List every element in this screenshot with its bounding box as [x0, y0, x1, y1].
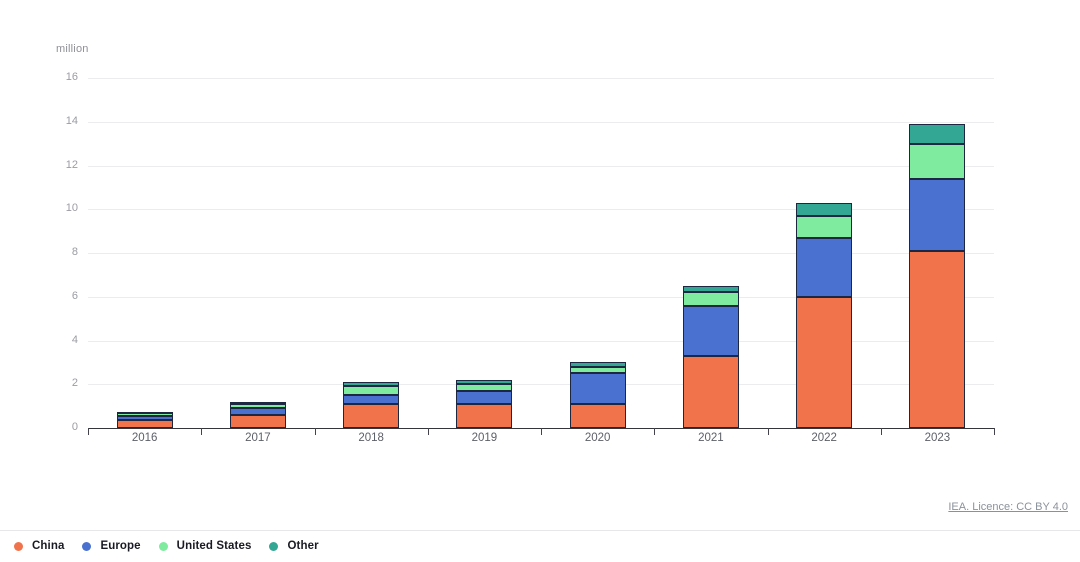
attribution: IEA. Licence: CC BY 4.0	[948, 501, 1068, 513]
bar-2020-segment-united-states[interactable]	[569, 366, 626, 374]
legend-label-china: China	[32, 540, 65, 552]
y-axis-tick-label-2: 2	[71, 377, 78, 390]
y-axis-tick-label-6: 6	[71, 289, 78, 302]
bar-2019-segment-united-states[interactable]	[456, 384, 513, 391]
y-axis-tick-label-8: 8	[71, 246, 78, 258]
legend-label-europe: Europe	[100, 540, 141, 552]
bar-2020-segment-china[interactable]	[569, 403, 626, 428]
bar-2019-segment-other[interactable]	[456, 379, 513, 385]
gridline-10	[88, 209, 994, 211]
y-axis-unit-label: million	[56, 43, 89, 55]
x-axis-tick-mark	[427, 428, 429, 435]
gridline-12	[88, 165, 994, 167]
y-axis-tick-label-12: 12	[65, 158, 78, 171]
x-axis-label-2023: 2023	[924, 432, 951, 444]
chart-legend: China Europe United States Other	[14, 540, 319, 552]
bar-2018-segment-europe[interactable]	[343, 395, 400, 404]
legend-dot-other	[269, 541, 279, 551]
gridline-14	[88, 121, 994, 123]
x-axis-label-2021: 2021	[698, 432, 724, 444]
legend-dot-china	[14, 541, 23, 551]
x-axis-tick-mark	[767, 428, 769, 435]
x-axis-label-2017: 2017	[245, 432, 271, 444]
bar-2016-segment-china[interactable]	[116, 420, 173, 428]
legend-label-other: Other	[287, 540, 319, 552]
bar-2016-segment-europe[interactable]	[116, 415, 173, 421]
x-axis-tick-mark	[201, 428, 203, 435]
bar-2017-segment-united-states[interactable]	[229, 403, 286, 409]
legend-item-united-states[interactable]: United States	[158, 540, 252, 552]
gridline-8	[88, 253, 994, 254]
legend-label-united-states: United States	[176, 540, 252, 552]
x-axis-label-2020: 2020	[584, 432, 611, 444]
x-axis-tick-mark	[541, 428, 542, 435]
bar-2023-segment-europe[interactable]	[909, 178, 966, 251]
y-axis-tick-label-4: 4	[71, 333, 78, 346]
bar-2022-segment-other[interactable]	[796, 202, 853, 216]
bar-2020-segment-europe[interactable]	[569, 373, 626, 404]
bar-2017-segment-europe[interactable]	[229, 408, 286, 415]
legend-item-china[interactable]: China	[14, 540, 64, 552]
bar-2022-segment-europe[interactable]	[796, 237, 853, 297]
bar-2023-segment-united-states[interactable]	[909, 143, 966, 179]
y-axis-tick-label-14: 14	[65, 114, 78, 127]
x-axis-label-2018: 2018	[358, 432, 384, 444]
x-axis-label-2022: 2022	[811, 432, 837, 444]
legend-item-other[interactable]: Other	[269, 540, 319, 552]
bar-2021-segment-united-states[interactable]	[682, 292, 739, 306]
x-axis-tick-mark	[880, 428, 882, 435]
legend-dot-united-states	[158, 541, 168, 551]
legend-item-europe[interactable]: Europe	[82, 540, 141, 552]
bar-2017-segment-other[interactable]	[229, 401, 286, 404]
gridline-2	[88, 384, 994, 386]
x-axis-tick-mark	[88, 428, 89, 435]
bar-2020-segment-other[interactable]	[569, 362, 626, 367]
bar-2018-segment-china[interactable]	[343, 403, 400, 428]
bar-2021-segment-other[interactable]	[682, 285, 739, 293]
bar-2018-segment-united-states[interactable]	[343, 386, 400, 396]
gridline-16	[88, 78, 994, 79]
attribution-link[interactable]: IEA. Licence: CC BY 4.0	[948, 501, 1068, 513]
x-axis-label-2016: 2016	[131, 432, 158, 444]
y-axis-tick-label-10: 10	[65, 202, 78, 215]
bar-2021-segment-china[interactable]	[682, 355, 739, 428]
bar-2019-segment-europe[interactable]	[456, 390, 513, 404]
gridline-4	[88, 340, 994, 342]
x-axis-tick-mark	[654, 428, 656, 435]
bar-2017-segment-china[interactable]	[229, 414, 286, 428]
bar-2016-segment-other[interactable]	[116, 411, 173, 414]
legend-dot-europe	[82, 541, 92, 551]
bar-2022-segment-china[interactable]	[796, 296, 853, 428]
bar-2019-segment-china[interactable]	[456, 403, 513, 428]
y-axis-tick-label-0: 0	[71, 421, 78, 433]
bar-2018-segment-other[interactable]	[343, 382, 400, 387]
x-axis-tick-mark	[994, 428, 995, 435]
x-axis-label-2019: 2019	[471, 432, 498, 444]
bar-2023-segment-other[interactable]	[909, 123, 966, 144]
bar-2023-segment-china[interactable]	[909, 250, 966, 428]
footer-divider	[0, 530, 1080, 531]
bar-2021-segment-europe[interactable]	[682, 305, 739, 356]
x-axis-tick-mark	[314, 428, 316, 435]
bar-2022-segment-united-states[interactable]	[796, 215, 853, 238]
y-axis-tick-label-16: 16	[65, 71, 78, 83]
gridline-6	[88, 296, 994, 298]
